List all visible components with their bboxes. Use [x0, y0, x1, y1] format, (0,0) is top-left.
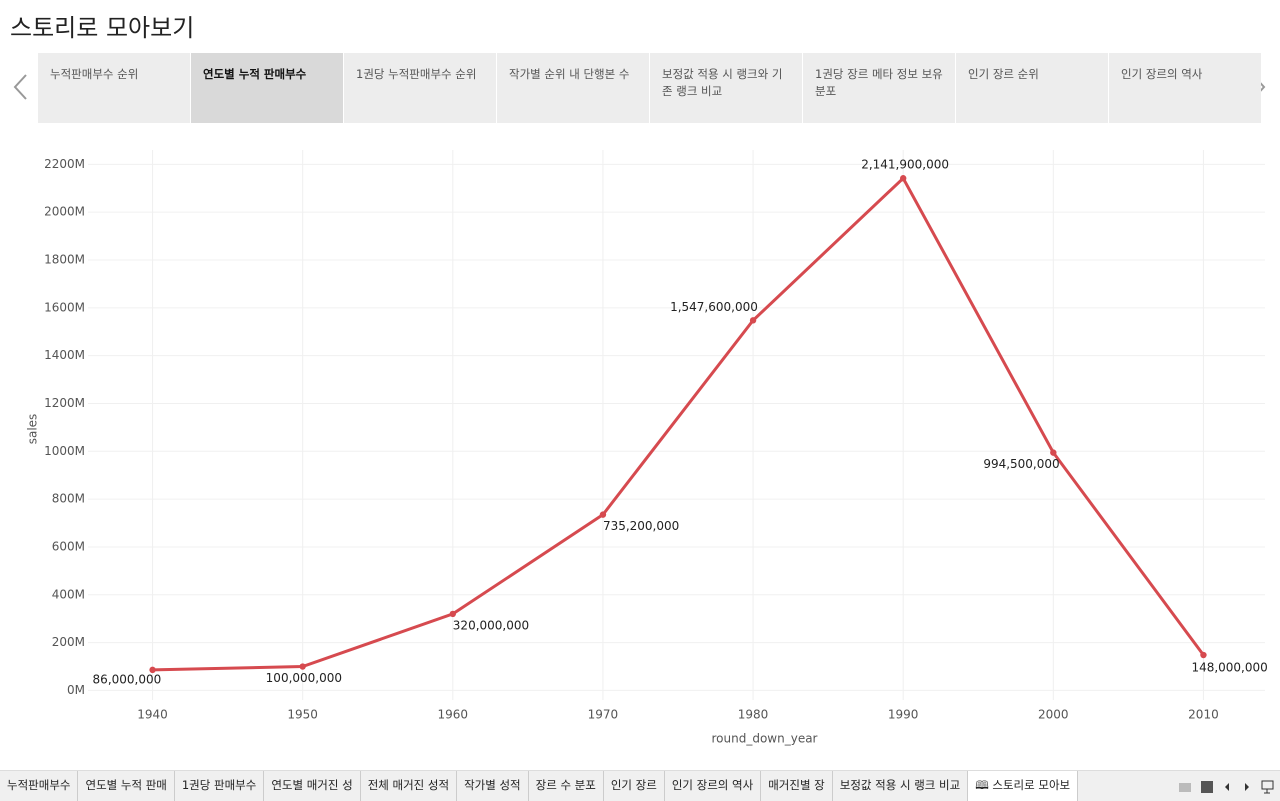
story-point[interactable]: 인기 장르 순위 — [956, 53, 1108, 123]
y-tick-label: 600M — [52, 539, 85, 553]
data-point — [299, 663, 306, 670]
story-point[interactable]: 보정값 적용 시 랭크와 기존 랭크 비교 — [650, 53, 802, 123]
y-tick-label: 1400M — [44, 348, 85, 362]
data-line — [152, 175, 1205, 672]
story-point[interactable]: 1권당 누적판매부수 순위 — [344, 53, 496, 123]
sheet-tab[interactable]: 연도별 누적 판매 — [78, 771, 175, 801]
x-tick-label: 1940 — [137, 708, 168, 722]
sheet-tab[interactable]: 누적판매부수 — [0, 771, 79, 801]
y-tick-label: 2000M — [44, 205, 85, 219]
story-point[interactable]: 인기 장르의 역사 — [1109, 53, 1261, 123]
x-tick-label: 1970 — [588, 708, 619, 722]
sheet-tab[interactable]: 전체 매거진 성적 — [361, 771, 458, 801]
y-tick-label: 2200M — [44, 157, 85, 171]
data-point — [899, 175, 907, 182]
sheet-tab[interactable]: 인기 장르의 역사 — [665, 771, 762, 801]
x-tick-label: 1950 — [287, 708, 318, 722]
y-tick-label: 1000M — [44, 444, 85, 458]
y-tick-label: 400M — [52, 587, 85, 601]
sheet-tab[interactable]: 🕮 스토리로 모아보 — [968, 771, 1079, 801]
value-label: 86,000,000 — [93, 672, 162, 686]
chart: 0M 200M 400M 600M 800M 1000M 1200M 1400M 1600M 18… — [26, 150, 1268, 746]
y-tick-label: 0M — [67, 683, 85, 697]
x-tick-label: 1960 — [438, 708, 469, 722]
story-point[interactable]: 연도별 누적 판매부수 — [191, 53, 343, 123]
sheet-tab[interactable]: 장르 수 분포 — [529, 771, 604, 801]
value-label: 320,000,000 — [453, 618, 529, 632]
x-axis-title: round_down_year — [712, 732, 818, 746]
sheet-tab[interactable]: 1권당 판매부수 — [175, 771, 265, 801]
tab-controls[interactable] — [1175, 778, 1275, 796]
sheet-tab[interactable]: 연도별 매거진 성 — [264, 771, 361, 801]
y-tick-label: 1200M — [44, 396, 85, 410]
sheet-tabs: 누적판매부수 연도별 누적 판매 1권당 판매부수 연도별 매거진 성 전체 매거진 성… — [0, 770, 1280, 801]
y-axis-title: sales — [26, 414, 40, 445]
sheet-tab[interactable]: 인기 장르 — [604, 771, 665, 801]
value-label: 735,200,000 — [603, 519, 679, 533]
sheet-tab[interactable]: 매거진별 장 — [761, 771, 833, 801]
data-point — [449, 610, 457, 618]
x-tick-label: 1980 — [738, 708, 769, 722]
story-points: 누적판매부수 순위 연도별 누적 판매부수 1권당 누적판매부수 순위 작가별 순위 … — [38, 53, 1261, 123]
story-point[interactable]: 작가별 순위 내 단행본 수 — [497, 53, 649, 123]
x-tick-label: 2000 — [1038, 708, 1069, 722]
value-label: 994,500,000 — [983, 457, 1059, 471]
value-label: 148,000,000 — [1191, 661, 1267, 675]
y-tick-label: 1800M — [44, 253, 85, 267]
data-point — [1200, 651, 1207, 659]
prev-arrow[interactable] — [10, 72, 30, 102]
data-point — [599, 511, 607, 518]
story-point[interactable]: 1권당 장르 메타 정보 보유 분포 — [803, 53, 955, 123]
data-point — [1050, 449, 1057, 456]
x-tick-label: 2010 — [1188, 708, 1219, 722]
story-point[interactable]: 누적판매부수 순위 — [38, 53, 190, 123]
data-point — [749, 317, 757, 324]
x-tick-label: 1990 — [888, 708, 919, 722]
data-point — [149, 666, 156, 674]
y-tick-label: 1600M — [44, 300, 85, 314]
value-label: 1,547,600,000 — [670, 300, 758, 314]
y-tick-label: 200M — [52, 635, 85, 649]
y-tick-label: 800M — [52, 492, 85, 506]
value-label: 100,000,000 — [266, 671, 342, 685]
sheet-tab[interactable]: 보정값 적용 시 랭크 비교 — [833, 771, 969, 801]
story-title: 스토리로 모아보기 — [10, 14, 195, 42]
sheet-tab[interactable]: 작가별 성적 — [457, 771, 529, 801]
value-label: 2,141,900,000 — [861, 158, 949, 172]
